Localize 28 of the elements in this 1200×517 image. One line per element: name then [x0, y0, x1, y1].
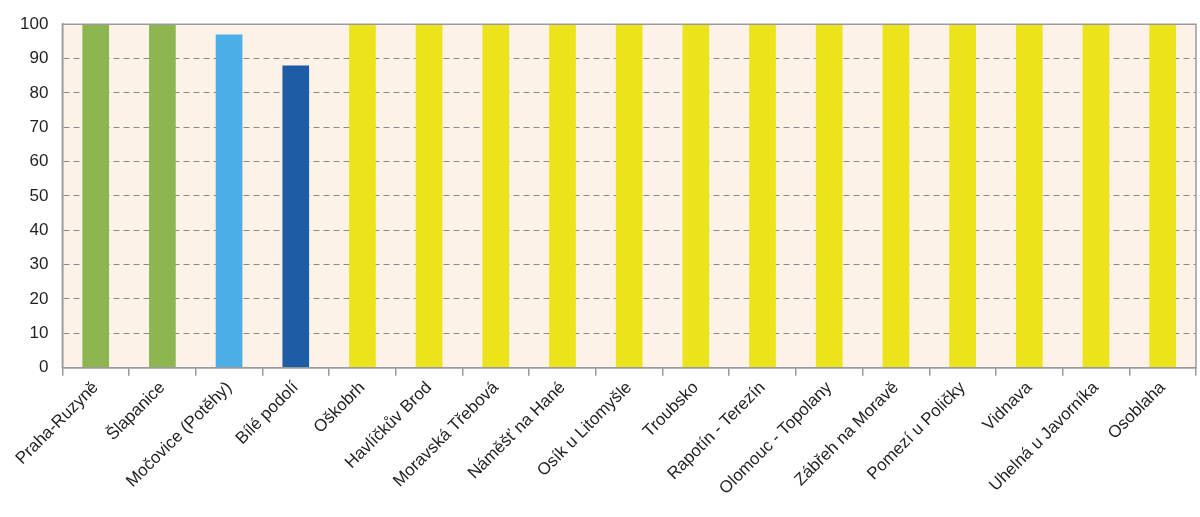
bar: [82, 24, 110, 368]
bar: [549, 24, 576, 368]
y-tick-label: 70: [29, 116, 49, 136]
bar: [1149, 24, 1176, 368]
bar: [815, 24, 843, 368]
y-tick-label: 50: [29, 185, 49, 205]
y-tick-label: 20: [29, 288, 49, 308]
bar: [749, 24, 776, 368]
bar: [415, 24, 443, 368]
bar: [1082, 24, 1110, 368]
bar: [282, 65, 310, 368]
bar: [615, 24, 643, 368]
bar: [882, 24, 910, 368]
bar: [1015, 24, 1043, 368]
y-tick-label: 90: [29, 48, 49, 68]
y-tick-label: 80: [29, 82, 49, 102]
y-tick-label: 100: [19, 13, 49, 33]
bar: [482, 24, 510, 368]
y-tick-label: 0: [38, 357, 49, 377]
y-tick-label: 10: [29, 323, 49, 343]
bar: [349, 24, 376, 368]
y-tick-label: 40: [29, 219, 49, 239]
bar: [149, 24, 176, 368]
bar: [682, 24, 710, 368]
y-tick-label: 30: [29, 254, 49, 274]
bar: [949, 24, 976, 368]
bar: [215, 34, 243, 368]
y-tick-label: 60: [29, 151, 49, 171]
